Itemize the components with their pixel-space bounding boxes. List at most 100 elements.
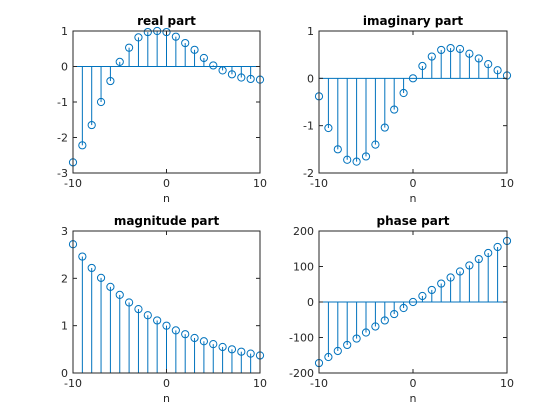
stem-marker (361, 152, 371, 161)
stem-marker (399, 303, 408, 313)
x-tick-label: 0 (410, 177, 417, 190)
stem-marker (143, 311, 152, 320)
stem-marker (181, 330, 190, 339)
stem-marker (380, 316, 389, 325)
stem-marker (209, 61, 218, 70)
y-tick-label: 1 (61, 320, 68, 333)
stem-marker (493, 242, 502, 252)
y-tick-label: 0 (61, 367, 68, 380)
chart-title: magnitude part (114, 214, 220, 228)
x-tick-label: 10 (253, 177, 267, 190)
stem-marker (171, 32, 180, 41)
stem-marker (399, 88, 408, 98)
stem-marker (237, 73, 246, 82)
stem-marker (343, 340, 352, 350)
stem-marker (427, 285, 436, 295)
stem-marker (171, 326, 180, 335)
stem-marker (324, 352, 333, 362)
y-tick-label: -3 (57, 167, 68, 180)
y-tick-label: 2 (61, 272, 68, 285)
stem-marker (246, 74, 255, 84)
stem-marker (484, 248, 493, 258)
y-tick-label: -2 (57, 132, 68, 145)
stem-marker (484, 60, 493, 69)
stem-marker (474, 54, 483, 63)
stem-marker (199, 337, 208, 346)
stem-marker (455, 44, 465, 54)
stem-marker (153, 316, 162, 325)
chart-title: real part (137, 14, 196, 28)
stem-marker (87, 263, 96, 273)
stem-marker (333, 145, 342, 154)
stem-marker (78, 141, 87, 150)
y-tick-label: -1 (57, 96, 68, 109)
stem-marker (106, 282, 115, 291)
stem-marker (418, 61, 427, 71)
y-tick-label: -1 (303, 120, 314, 133)
stem-marker (246, 349, 255, 358)
x-tick-label: 10 (253, 377, 267, 390)
stem-marker (96, 97, 106, 107)
y-tick-label: 0 (307, 296, 314, 309)
y-tick-label: -200 (289, 367, 314, 380)
stem-marker (371, 140, 380, 149)
x-axis-label: n (410, 392, 417, 405)
stem-marker (143, 27, 152, 37)
stem-marker (455, 267, 465, 276)
y-tick-label: 1 (61, 25, 68, 38)
stem-marker (390, 105, 399, 114)
x-tick-label: -10 (310, 377, 328, 390)
x-tick-label: 0 (163, 177, 170, 190)
stem-marker (218, 342, 227, 352)
stem-marker (361, 328, 371, 337)
x-tick-label: 0 (410, 377, 417, 390)
y-tick-label: 3 (61, 225, 68, 238)
x-tick-label: 10 (500, 377, 514, 390)
stem-marker (352, 334, 361, 343)
y-tick-label: 1 (307, 25, 314, 38)
y-tick-label: 100 (293, 261, 314, 274)
x-axis-label: n (163, 392, 170, 405)
stem-marker (125, 43, 134, 52)
x-tick-label: 0 (163, 377, 170, 390)
stem-marker (181, 38, 190, 48)
y-tick-label: 200 (293, 225, 314, 238)
stem-marker (446, 273, 455, 282)
stem-marker (380, 123, 389, 132)
stem-marker (190, 45, 199, 54)
chart-title: phase part (376, 214, 449, 228)
stem-marker (427, 52, 436, 61)
stem-marker (106, 76, 115, 86)
stem-marker (352, 157, 361, 166)
y-tick-label: 0 (307, 72, 314, 85)
stem-marker (162, 321, 171, 330)
stem-marker (199, 53, 208, 63)
stem-marker (343, 155, 352, 164)
stem-marker (78, 252, 87, 261)
stem-marker (87, 120, 96, 130)
stem-marker (96, 273, 106, 282)
stem-marker (115, 290, 124, 299)
stem-marker (227, 345, 237, 354)
stem-marker (227, 70, 237, 79)
y-tick-label: -2 (303, 167, 314, 180)
stem-marker (493, 66, 502, 75)
stem-marker (209, 340, 218, 349)
stem-marker (237, 347, 246, 356)
stem-marker (190, 333, 199, 343)
stem-marker (437, 45, 446, 55)
x-axis-label: n (163, 192, 170, 205)
stem-marker (115, 57, 124, 66)
x-axis-label: n (410, 192, 417, 205)
stem-marker (134, 305, 143, 314)
stem-marker (465, 49, 474, 58)
y-tick-label: -100 (289, 332, 314, 345)
stem-marker (333, 346, 342, 356)
stem-marker (418, 291, 427, 301)
stem-marker (437, 279, 446, 288)
